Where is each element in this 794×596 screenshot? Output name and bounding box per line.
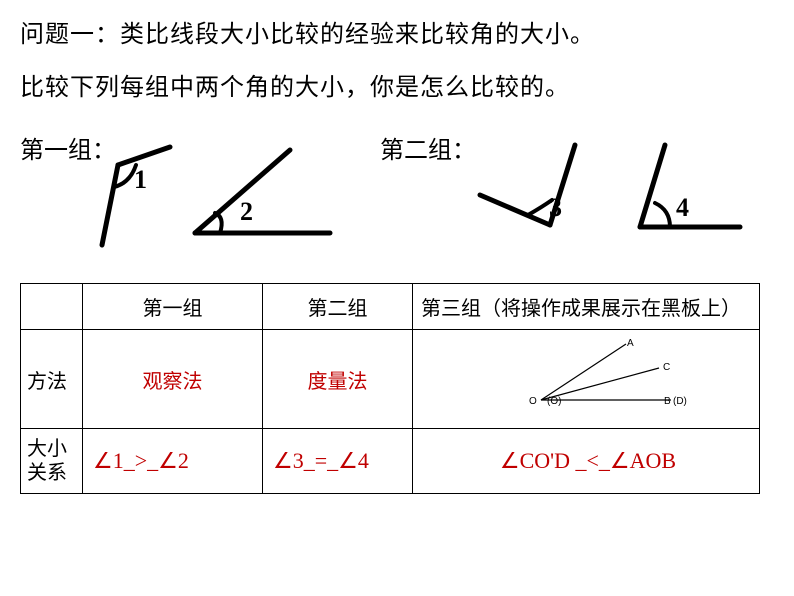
table-relation-row: 大小关系 ∠1_>_∠2 ∠3_=_∠4 ∠CO'D _<_∠AOB — [21, 429, 760, 494]
header-g3: 第三组（将操作成果展示在黑板上） — [413, 284, 760, 330]
angle-label-2: 2 — [240, 197, 253, 227]
relation-g1: ∠1_>_∠2 — [83, 429, 263, 494]
relation-g3: ∠CO'D _<_∠AOB — [413, 429, 760, 494]
angle-label-3: 3 — [549, 193, 562, 223]
method-g1: 观察法 — [83, 330, 263, 429]
angle1-ray2 — [118, 147, 170, 165]
overlap-diagram: O (O) A C B (D) — [419, 338, 753, 414]
angle-label-4: 4 — [676, 193, 689, 223]
heading-1: 问题一：类比线段大小比较的经验来比较角的大小。 — [20, 14, 774, 49]
angle4-ray1 — [640, 145, 665, 227]
angle-label-1: 1 — [134, 165, 147, 195]
relation-g2: ∠3_=_∠4 — [263, 429, 413, 494]
table-method-row: 方法 观察法 度量法 O (O) A C B (D) — [21, 330, 760, 429]
sketch-svg — [20, 135, 774, 255]
lbl-c: C — [663, 362, 670, 373]
header-blank — [21, 284, 83, 330]
angle1-ray1 — [102, 165, 118, 245]
lbl-op: (O) — [547, 396, 561, 407]
heading-2: 比较下列每组中两个角的大小，你是怎么比较的。 — [20, 67, 774, 102]
lbl-d: (D) — [673, 396, 687, 407]
method-g3-diagram: O (O) A C B (D) — [413, 330, 760, 429]
lbl-o: O — [529, 396, 537, 407]
comparison-table: 第一组 第二组 第三组（将操作成果展示在黑板上） 方法 观察法 度量法 O (O… — [20, 283, 760, 494]
header-g1: 第一组 — [83, 284, 263, 330]
angle4-arc — [655, 203, 670, 227]
diagram-labels: O (O) A C B (D) — [529, 338, 687, 407]
lbl-b: B — [664, 396, 671, 407]
method-g2: 度量法 — [263, 330, 413, 429]
ray-oa — [541, 344, 626, 400]
row-label-relation: 大小关系 — [21, 429, 83, 494]
header-g2: 第二组 — [263, 284, 413, 330]
row-label-method: 方法 — [21, 330, 83, 429]
angle-sketches: 1 2 3 4 — [20, 135, 774, 255]
lbl-a: A — [627, 338, 634, 349]
table-header-row: 第一组 第二组 第三组（将操作成果展示在黑板上） — [21, 284, 760, 330]
